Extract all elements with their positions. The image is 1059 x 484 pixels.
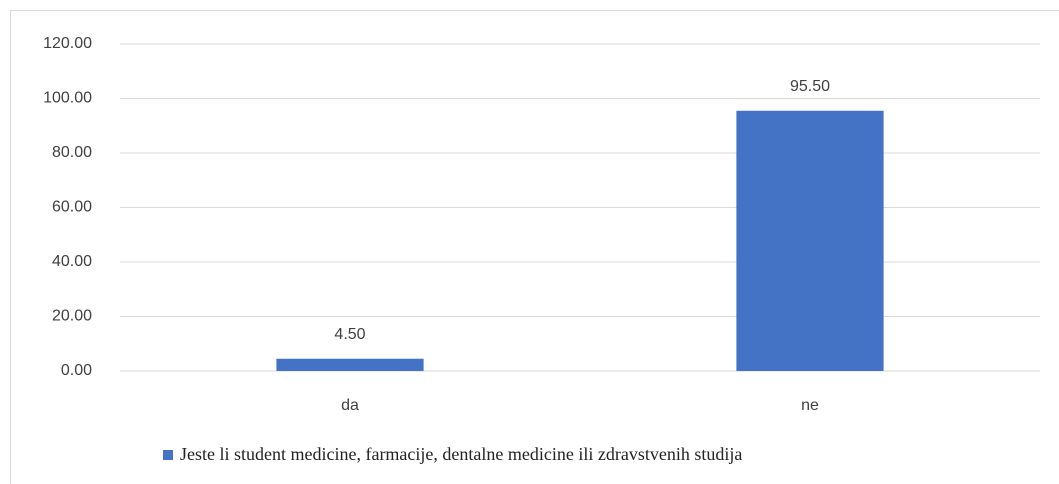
bar: [276, 358, 424, 371]
x-tick-label: da: [341, 397, 359, 414]
data-label: 4.50: [334, 326, 365, 343]
legend-label: Jeste li student medicine, farmacije, de…: [180, 444, 742, 464]
y-tick-label: 20.00: [52, 308, 92, 325]
bar: [736, 110, 884, 371]
y-tick-label: 60.00: [52, 199, 92, 216]
data-label: 95.50: [790, 78, 830, 95]
y-tick-label: 0.00: [61, 362, 92, 379]
y-tick-label: 120.00: [43, 35, 92, 52]
x-tick-label: ne: [801, 397, 819, 414]
legend-swatch: [163, 450, 173, 460]
chart-frame: [10, 10, 1059, 484]
y-tick-label: 80.00: [52, 144, 92, 161]
y-tick-label: 40.00: [52, 253, 92, 270]
y-tick-label: 100.00: [43, 90, 92, 107]
